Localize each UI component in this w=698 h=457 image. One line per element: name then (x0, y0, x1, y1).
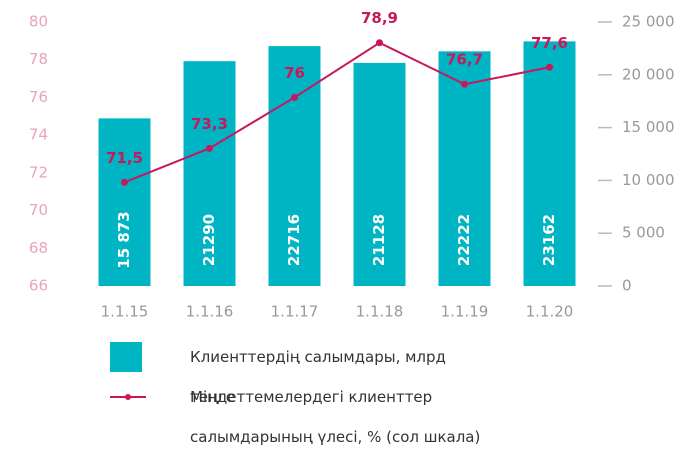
line-point (121, 178, 128, 186)
line-value-label: 78,9 (361, 9, 398, 27)
legend-bar: Клиенттердің салымдары, млрд теңге (110, 342, 446, 406)
y-tick-label: 78 (29, 50, 48, 68)
legend-swatch (110, 342, 142, 372)
y-tick-label: 72 (29, 163, 48, 181)
x-tick-label: 1.1.16 (186, 303, 234, 321)
chart: 66 68 70 72 74 76 78 80 0 5 000 10 000 15 000 20 000… (29, 9, 675, 321)
y-tick-label: 74 (29, 126, 48, 144)
bar-value-label: 22716 (285, 214, 303, 266)
line-value-label: 77,6 (531, 34, 568, 52)
page: 66 68 70 72 74 76 78 80 0 5 000 10 000 15 000 20 000… (28, 9, 675, 446)
y2-tick-label: 25 000 (622, 13, 675, 31)
x-tick-label: 1.1.20 (526, 303, 574, 321)
y-tick-label: 76 (29, 88, 48, 106)
y-tick-label: 68 (29, 239, 48, 257)
bar (98, 118, 151, 286)
legend-swatch (110, 394, 146, 400)
line (124, 41, 550, 184)
line-point (461, 80, 468, 88)
line-point (546, 63, 553, 71)
bar (523, 41, 576, 287)
legend-label: Міндеттемелердегі клиенттер салымдарының… (190, 388, 481, 446)
line-point (376, 39, 383, 47)
bar-value-label: 15 873 (115, 211, 133, 268)
bar (183, 61, 236, 287)
y2-tick-label: 10 000 (622, 171, 675, 189)
bar-value-label: 21290 (200, 214, 218, 266)
line-value-label: 73,3 (191, 115, 228, 133)
line-value-label: 71,5 (106, 149, 143, 167)
y2-tick-label: 20 000 (622, 65, 675, 83)
y-tick-label: 66 (29, 277, 48, 295)
line-value-label: 76 (284, 64, 305, 82)
line-value-label: 76,7 (446, 51, 483, 69)
line-point (206, 144, 213, 152)
bar-value-label: 22222 (455, 214, 473, 266)
x-tick-label: 1.1.18 (356, 303, 404, 321)
bar-value-label: 23162 (540, 214, 558, 266)
y2-tick-label: 0 (622, 277, 632, 295)
y-tick-label: 70 (29, 201, 48, 219)
y2-tick-label: 5 000 (622, 224, 665, 242)
x-tick-label: 1.1.15 (101, 303, 149, 321)
bar (438, 51, 491, 286)
bar (353, 62, 406, 286)
y-tick-label: 80 (29, 13, 48, 31)
bar-value-label: 21128 (370, 214, 388, 266)
line-point (291, 93, 298, 101)
legend-label: Клиенттердің салымдары, млрд теңге (190, 348, 446, 406)
y2-tick-label: 15 000 (622, 118, 675, 136)
x-tick-label: 1.1.17 (271, 303, 319, 321)
x-tick-label: 1.1.19 (441, 303, 489, 321)
